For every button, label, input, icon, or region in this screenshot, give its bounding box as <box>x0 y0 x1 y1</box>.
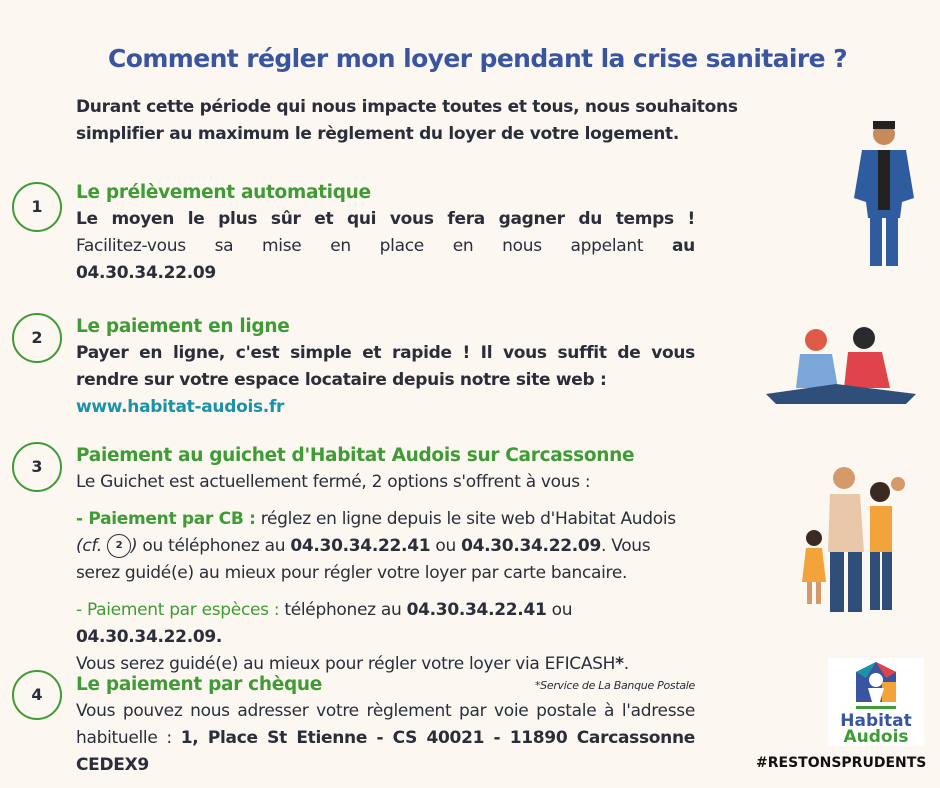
text: . <box>623 654 629 674</box>
phone-number: 04.30.34.22.41 <box>406 600 547 620</box>
habitat-audois-logo: Habitat Audois <box>828 658 924 747</box>
text: au <box>672 236 695 256</box>
page-title: Comment régler mon loyer pendant la cris… <box>108 44 848 73</box>
section-heading: Le paiement en ligne <box>76 316 290 337</box>
cash-label: - Paiement par espèces : <box>76 600 280 620</box>
address: 1, Place St Etienne - CS 40021 - 11890 C… <box>76 728 695 775</box>
text: . Vous serez guidé(e) au mieux pour régl… <box>76 536 651 583</box>
text: ou <box>546 600 573 620</box>
section-text: Vous pouvez nous adresser votre règlemen… <box>76 698 695 779</box>
section-text: Le Guichet est actuellement fermé, 2 opt… <box>76 472 591 492</box>
footnote: *Service de La Banque Postale <box>534 679 695 692</box>
family-illustration <box>802 467 905 612</box>
cash-option: - Paiement par espèces : téléphonez au 0… <box>76 597 695 678</box>
man-illustration <box>854 121 914 266</box>
text: Vous serez guidé(e) au mieux pour régler… <box>76 654 616 674</box>
section-4: Le paiement par chèque Vous pouvez nous … <box>76 672 695 779</box>
section-text: Facilitez-vous sa mise en place en nous … <box>76 233 695 260</box>
section-heading: Le paiement par chèque <box>76 674 323 695</box>
text: * <box>615 654 624 674</box>
hashtag: #RESTONSPRUDENTS <box>756 755 927 771</box>
text: (cf. <box>76 536 102 556</box>
text: Facilitez-vous sa mise en place en nous … <box>76 236 644 256</box>
step-number-3: 3 <box>12 442 62 492</box>
couple-illustration <box>766 327 916 404</box>
logo-text-habitat: Habitat <box>840 711 911 731</box>
phone-number: 04.30.34.22.09 <box>461 536 601 556</box>
step-number-2: 2 <box>12 313 62 363</box>
section-1: Le prélèvement automatique Le moyen le p… <box>76 180 695 287</box>
intro-text: Durant cette période qui nous impacte to… <box>76 97 738 144</box>
website-link[interactable]: www.habitat-audois.fr <box>76 397 285 417</box>
cb-label: - Paiement par CB : <box>76 509 256 529</box>
text: téléphonez au <box>279 600 407 620</box>
step-number-1: 1 <box>12 182 62 232</box>
text: Vous pouvez nous adresser votre règlemen… <box>76 701 695 748</box>
section-text: Payer en ligne, c'est simple et rapide !… <box>76 343 695 390</box>
text: ) <box>130 536 138 556</box>
step-ref-circle: 2 <box>106 534 131 558</box>
phone-number: 04.30.34.22.41 <box>290 536 431 556</box>
section-3: Paiement au guichet d'Habitat Audois sur… <box>76 443 695 694</box>
text: ou <box>430 536 462 556</box>
section-2: Le paiement en ligne Payer en ligne, c'e… <box>76 314 695 421</box>
step-number-4: 4 <box>12 670 62 720</box>
section-text: Le moyen le plus sûr et qui vous fera ga… <box>76 209 695 229</box>
logo-text-audois: Audois <box>843 727 908 746</box>
text: réglez en ligne depuis le site web d'Hab… <box>255 509 676 529</box>
text: ou téléphonez au <box>137 536 291 556</box>
cb-option: - Paiement par CB : réglez en ligne depu… <box>76 506 695 587</box>
section-heading: Paiement au guichet d'Habitat Audois sur… <box>76 445 635 466</box>
phone-number: 04.30.34.22.09. <box>76 627 223 647</box>
phone-number: 04.30.34.22.09 <box>76 263 216 283</box>
section-heading: Le prélèvement automatique <box>76 182 371 203</box>
